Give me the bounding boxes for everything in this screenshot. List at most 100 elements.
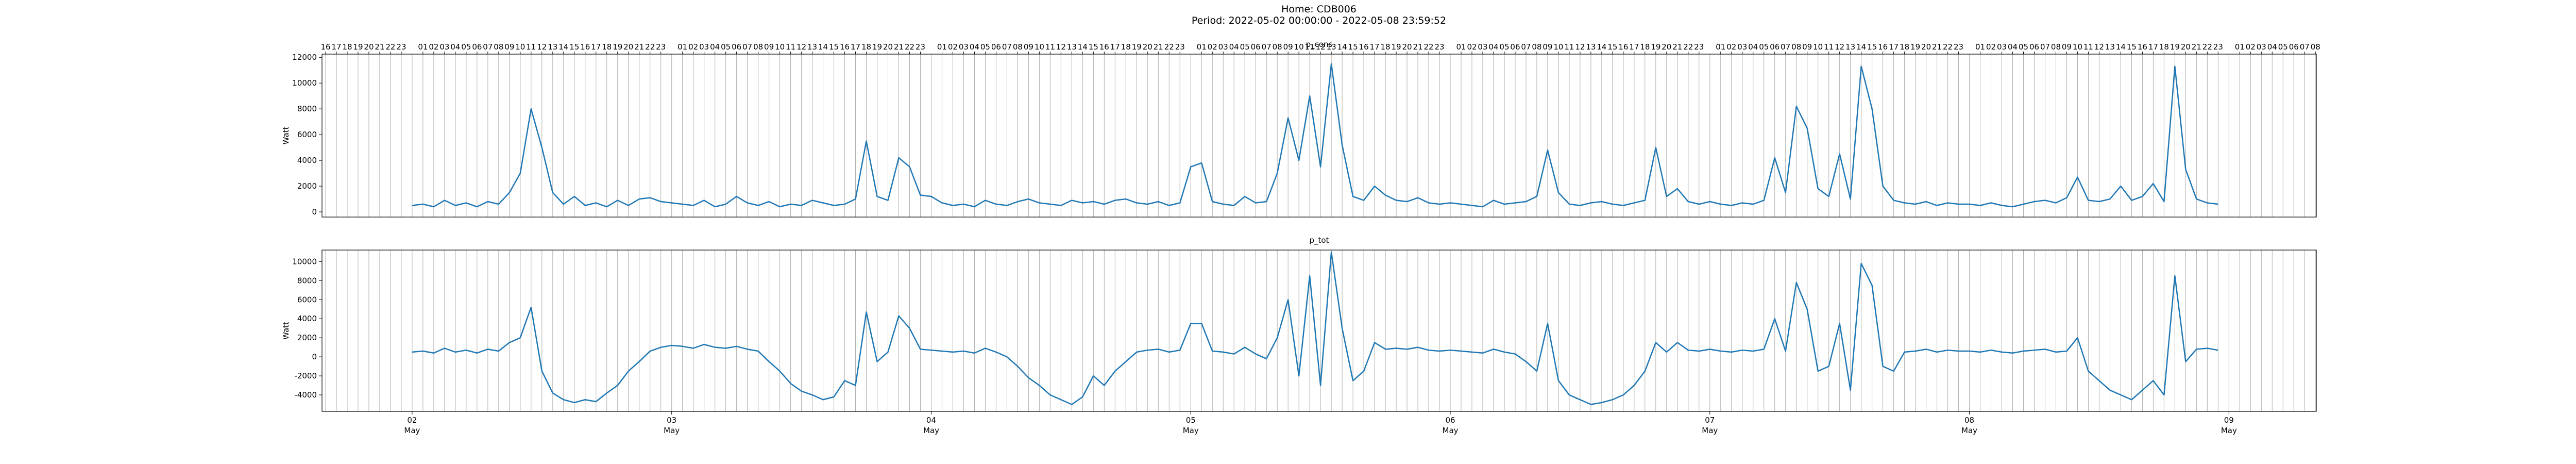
x-top-tick-label: 07 xyxy=(1781,42,1790,52)
x-top-tick-label: 10 xyxy=(515,42,525,52)
x-top-tick-label: 06 xyxy=(732,42,741,52)
x-top-tick-label: 12 xyxy=(2094,42,2104,52)
y-tick-label: 2000 xyxy=(297,333,317,342)
y-tick-label: 10000 xyxy=(292,257,317,266)
x-top-tick-label: 01 xyxy=(937,42,947,52)
x-tick-label: 06 May xyxy=(1443,416,1459,435)
x-top-tick-label: 13 xyxy=(548,42,557,52)
figure-title: Home: CDB006 xyxy=(1281,4,1357,15)
y-tick-label: 10000 xyxy=(292,78,317,88)
x-top-tick-label: 10 xyxy=(1294,42,1304,52)
x-top-tick-label: 05 xyxy=(2278,42,2288,52)
x-top-tick-label: 13 xyxy=(1067,42,1077,52)
x-top-tick-label: 20 xyxy=(364,42,374,52)
subplot-title: p_tot xyxy=(1310,236,1329,245)
x-tick-label-line: May xyxy=(404,426,420,435)
x-top-tick-label: 18 xyxy=(2159,42,2169,52)
x-top-tick-label: 21 xyxy=(1413,42,1422,52)
x-top-tick-label: 05 xyxy=(721,42,731,52)
x-top-tick-label: 01 xyxy=(1456,42,1466,52)
x-top-tick-label: 10 xyxy=(1553,42,1563,52)
x-tick-label-line: 02 xyxy=(407,416,417,425)
x-tick-label: 02 May xyxy=(404,416,420,435)
x-top-tick-label: 20 xyxy=(1662,42,1671,52)
x-top-tick-label: 03 xyxy=(2257,42,2266,52)
x-tick-label-line: 06 xyxy=(1445,416,1455,425)
x-top-tick-label: 02 xyxy=(1467,42,1477,52)
x-top-tick-label: 12 xyxy=(1316,42,1326,52)
x-top-tick-label: 15 xyxy=(1348,42,1358,52)
y-tick-label: 6000 xyxy=(297,295,317,304)
y-tick-label: 2000 xyxy=(297,181,317,191)
x-tick-label: 09 May xyxy=(2221,416,2237,435)
x-top-tick-label: 22 xyxy=(2202,42,2212,52)
x-top-tick-label: 08 xyxy=(1013,42,1023,52)
x-top-tick-label: 04 xyxy=(450,42,460,52)
x-top-tick-label: 05 xyxy=(1499,42,1509,52)
x-top-tick-label: 17 xyxy=(591,42,601,52)
x-top-tick-label: 15 xyxy=(829,42,839,52)
x-tick-label-line: May xyxy=(664,426,680,435)
x-tick-label-line: May xyxy=(2221,426,2237,435)
x-top-tick-label: 08 xyxy=(1273,42,1282,52)
x-top-tick-label: 09 xyxy=(1543,42,1552,52)
x-top-tick-label: 09 xyxy=(1283,42,1293,52)
x-top-tick-label: 13 xyxy=(1586,42,1596,52)
x-top-tick-label: 18 xyxy=(1121,42,1131,52)
x-top-tick-label: 07 xyxy=(483,42,493,52)
y-tick-label: 8000 xyxy=(297,104,317,113)
x-top-tick-label: 23 xyxy=(1954,42,1963,52)
x-top-tick-label: 06 xyxy=(472,42,482,52)
x-top-tick-label: 16 xyxy=(1878,42,1888,52)
x-top-tick-label: 07 xyxy=(742,42,752,52)
x-top-tick-label: 01 xyxy=(418,42,428,52)
x-top-tick-label: 17 xyxy=(331,42,341,52)
x-top-tick-label: 15 xyxy=(1867,42,1877,52)
x-top-tick-label: 02 xyxy=(1208,42,1217,52)
x-tick-label-line: May xyxy=(1443,426,1459,435)
x-top-tick-label: 22 xyxy=(385,42,395,52)
x-top-tick-label: 23 xyxy=(396,42,406,52)
x-top-tick-label: 17 xyxy=(2148,42,2158,52)
x-tick-label: 03 May xyxy=(664,416,680,435)
x-top-tick-label: 18 xyxy=(1640,42,1650,52)
x-tick-label-line: 09 xyxy=(2224,416,2234,425)
x-top-tick-label: 15 xyxy=(1607,42,1617,52)
x-top-tick-label: 10 xyxy=(2073,42,2082,52)
x-tick-label-line: 08 xyxy=(1964,416,1974,425)
x-top-tick-label: 09 xyxy=(1802,42,1812,52)
x-top-tick-label: 21 xyxy=(2192,42,2201,52)
x-top-tick-label: 03 xyxy=(439,42,449,52)
x-tick-label-line: May xyxy=(1183,426,1199,435)
x-top-tick-label: 08 xyxy=(1791,42,1801,52)
x-top-tick-label: 04 xyxy=(2008,42,2018,52)
x-top-tick-label: 22 xyxy=(1423,42,1433,52)
y-tick-label: 0 xyxy=(312,352,317,361)
axes-frame xyxy=(321,250,2317,412)
x-top-tick-label: 23 xyxy=(656,42,666,52)
x-top-tick-label: 22 xyxy=(645,42,655,52)
x-top-tick-label: 18 xyxy=(602,42,612,52)
x-top-tick-label: 05 xyxy=(2019,42,2028,52)
x-top-tick-label: 16 xyxy=(1099,42,1109,52)
x-top-tick-label: 22 xyxy=(1164,42,1174,52)
x-top-tick-label: 01 xyxy=(1975,42,1985,52)
x-top-tick-label: 19 xyxy=(872,42,882,52)
x-tick-label: 05 May xyxy=(1183,416,1199,435)
x-top-tick-label: 08 xyxy=(1532,42,1541,52)
figure-subtitle: Period: 2022-05-02 00:00:00 - 2022-05-08… xyxy=(1192,15,1446,26)
x-top-tick-label: 06 xyxy=(1251,42,1261,52)
x-top-tick-label: 05 xyxy=(1240,42,1250,52)
data-line xyxy=(412,63,2218,208)
x-top-tick-label: 02 xyxy=(429,42,438,52)
x-top-tick-label: 03 xyxy=(1737,42,1747,52)
y-axis-label: Watt xyxy=(281,126,291,144)
x-top-tick-label: 19 xyxy=(1910,42,1920,52)
x-top-tick-label: 16 xyxy=(1618,42,1628,52)
x-top-tick-label: 13 xyxy=(1845,42,1855,52)
x-top-tick-label: 06 xyxy=(991,42,1001,52)
x-top-tick-label: 19 xyxy=(1651,42,1660,52)
x-top-tick-label: 22 xyxy=(905,42,914,52)
x-top-tick-label: 17 xyxy=(1370,42,1380,52)
